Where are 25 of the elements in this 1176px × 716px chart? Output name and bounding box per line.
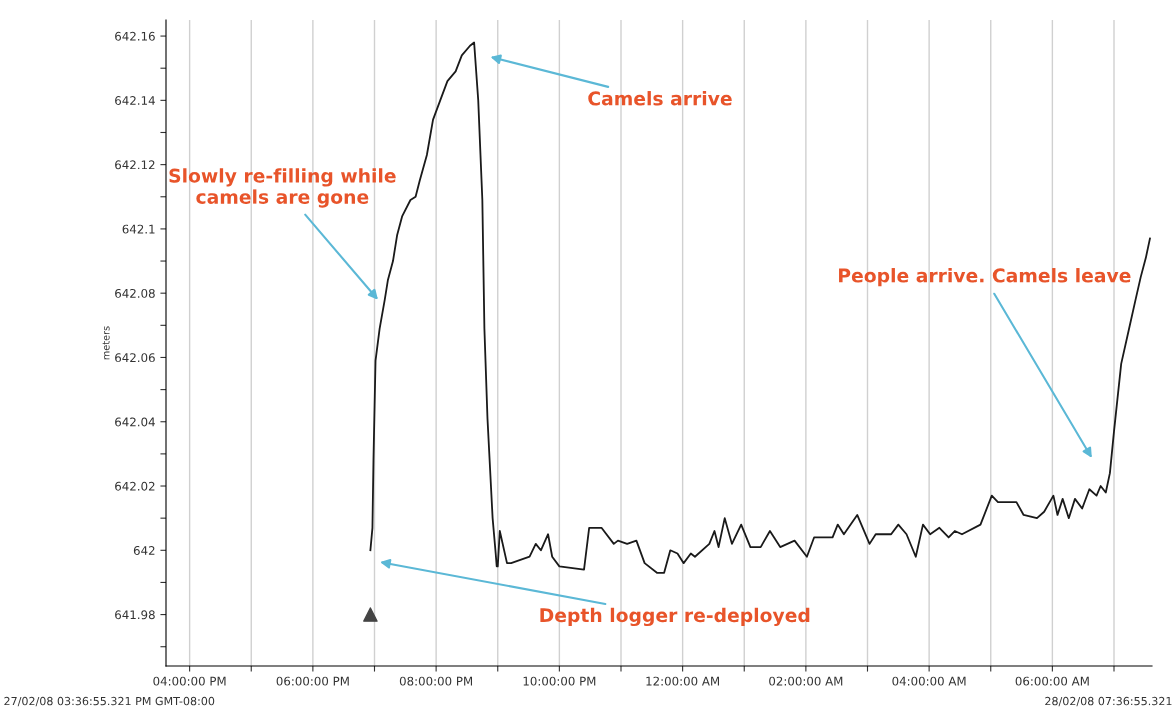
annotation: Camels arrive xyxy=(588,91,732,106)
y-axis-title: meters xyxy=(102,326,110,360)
x-tick-label: 06:00:00 AM xyxy=(1015,676,1089,686)
y-tick-label: 642.08 xyxy=(115,288,155,298)
annotation: People arrive. Camels leave xyxy=(839,268,1131,287)
y-tick-label: 642.06 xyxy=(115,353,155,363)
text: 27/02/08 03:36:55.321 PM GMT-08:00 xyxy=(4,696,215,707)
annotation: Slowly re-filling while camels are gone xyxy=(169,168,396,208)
y-tick-label: 642.1 xyxy=(122,224,155,234)
y-tick-label: 642.04 xyxy=(115,417,155,427)
y-tick-label: 642.14 xyxy=(115,96,155,105)
x-tick-label: 02:00:00 AM xyxy=(769,676,843,686)
y-tick-label: 642.12 xyxy=(115,160,155,170)
x-tick-label: 04:00:00 PM xyxy=(153,676,226,686)
x-tick-label: 12:00:00 AM xyxy=(646,676,719,686)
text: 28/02/08 07:36:55.321 xyxy=(1045,696,1172,707)
x-tick-label: 04:00:00 AM xyxy=(892,676,966,686)
y-tick-label: 642.02 xyxy=(115,481,155,491)
x-tick-label: 08:00:00 PM xyxy=(399,676,473,686)
x-tick-label: 06:00:00 PM xyxy=(276,676,349,686)
annotation: Depth logger re-deployed xyxy=(540,607,810,627)
x-tick-label: 10:00:00 PM xyxy=(523,676,596,686)
y-tick-label: 642 xyxy=(133,546,155,555)
y-tick-label: 641.98 xyxy=(115,610,155,620)
y-tick-label: 642.16 xyxy=(115,31,155,41)
